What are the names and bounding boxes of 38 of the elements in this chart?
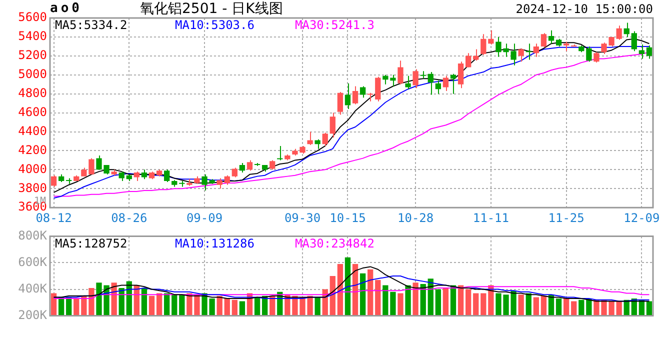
x-tick-label: 08-26 bbox=[111, 210, 148, 225]
y-tick-label: 5400 bbox=[18, 29, 47, 44]
x-tick-label: 11-11 bbox=[472, 210, 510, 225]
text: MA5:128752 bbox=[55, 236, 128, 250]
text: MA10:131286 bbox=[175, 236, 254, 250]
x-tick-label: 08-12 bbox=[36, 210, 72, 225]
candlestick bbox=[390, 74, 396, 87]
candlestick bbox=[194, 176, 200, 184]
chart-subtitle: 2024-12-10 15:00:00 bbox=[516, 2, 653, 16]
candlestick bbox=[186, 178, 192, 186]
x-tick-label: 09-30 bbox=[284, 210, 321, 225]
text: ao0 bbox=[50, 1, 82, 16]
y-tick-label: 4600 bbox=[18, 104, 47, 119]
text: MA30:234842 bbox=[295, 236, 374, 250]
x-tick-label: 10-28 bbox=[398, 210, 434, 225]
y-tick-label: 5200 bbox=[18, 48, 47, 62]
y-tick-label: 4200 bbox=[18, 142, 47, 157]
x-tick-label: 12-09 bbox=[624, 210, 660, 225]
x-tick-label: 09-09 bbox=[186, 210, 223, 225]
chart-title: 氧化铝2501 - 日K线图 bbox=[140, 1, 283, 17]
candlestick bbox=[111, 169, 117, 176]
y-tick-label: 800K bbox=[18, 228, 48, 242]
y-tick-label: 400K bbox=[18, 281, 48, 296]
y-tick-label: 4800 bbox=[18, 86, 47, 100]
y-tick-label: 5000 bbox=[18, 67, 47, 82]
candlestick bbox=[412, 68, 418, 89]
text: MA30:5241.3 bbox=[295, 18, 374, 32]
y-tick-label: 200K bbox=[18, 308, 48, 322]
y-tick-label: 4000 bbox=[18, 162, 47, 176]
y-tick-label: 5600 bbox=[18, 10, 47, 24]
text: MA10:5303.6 bbox=[175, 18, 254, 32]
y-tick-label: 3800 bbox=[18, 180, 47, 195]
y-tick-label: 600K bbox=[18, 254, 48, 269]
text: MA5:5334.2 bbox=[55, 18, 128, 32]
y-tick-label: 4400 bbox=[18, 124, 47, 138]
x-tick-label: 11-25 bbox=[548, 210, 584, 225]
candlestick bbox=[284, 154, 290, 161]
x-tick-label: 10-15 bbox=[330, 210, 366, 225]
